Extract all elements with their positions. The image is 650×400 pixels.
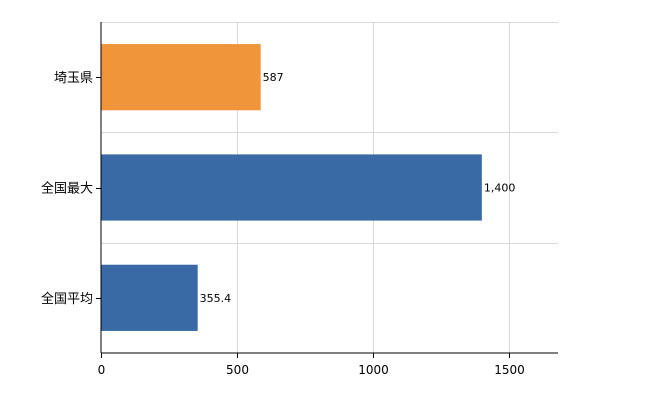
x-tick-label: 1000 xyxy=(358,363,389,377)
x-tick-label: 1500 xyxy=(494,363,525,377)
data-label: 587 xyxy=(263,71,284,84)
axes xyxy=(96,22,558,358)
bars xyxy=(101,44,482,331)
bar xyxy=(101,154,482,221)
x-tick-label: 0 xyxy=(98,363,106,377)
grid-lines xyxy=(101,22,558,353)
labels: 0 500 1000 1500 埼玉県 587 全国最大 1,400 全国平均 355.4 xyxy=(41,71,525,377)
bar xyxy=(101,44,261,111)
data-label: 1,400 xyxy=(484,182,516,195)
category-label: 埼玉県 xyxy=(54,71,93,86)
x-tick-label: 500 xyxy=(226,363,249,377)
bar xyxy=(101,264,198,331)
data-label: 355.4 xyxy=(200,292,232,305)
category-label: 全国平均 xyxy=(41,291,93,307)
category-label: 全国最大 xyxy=(41,181,93,197)
